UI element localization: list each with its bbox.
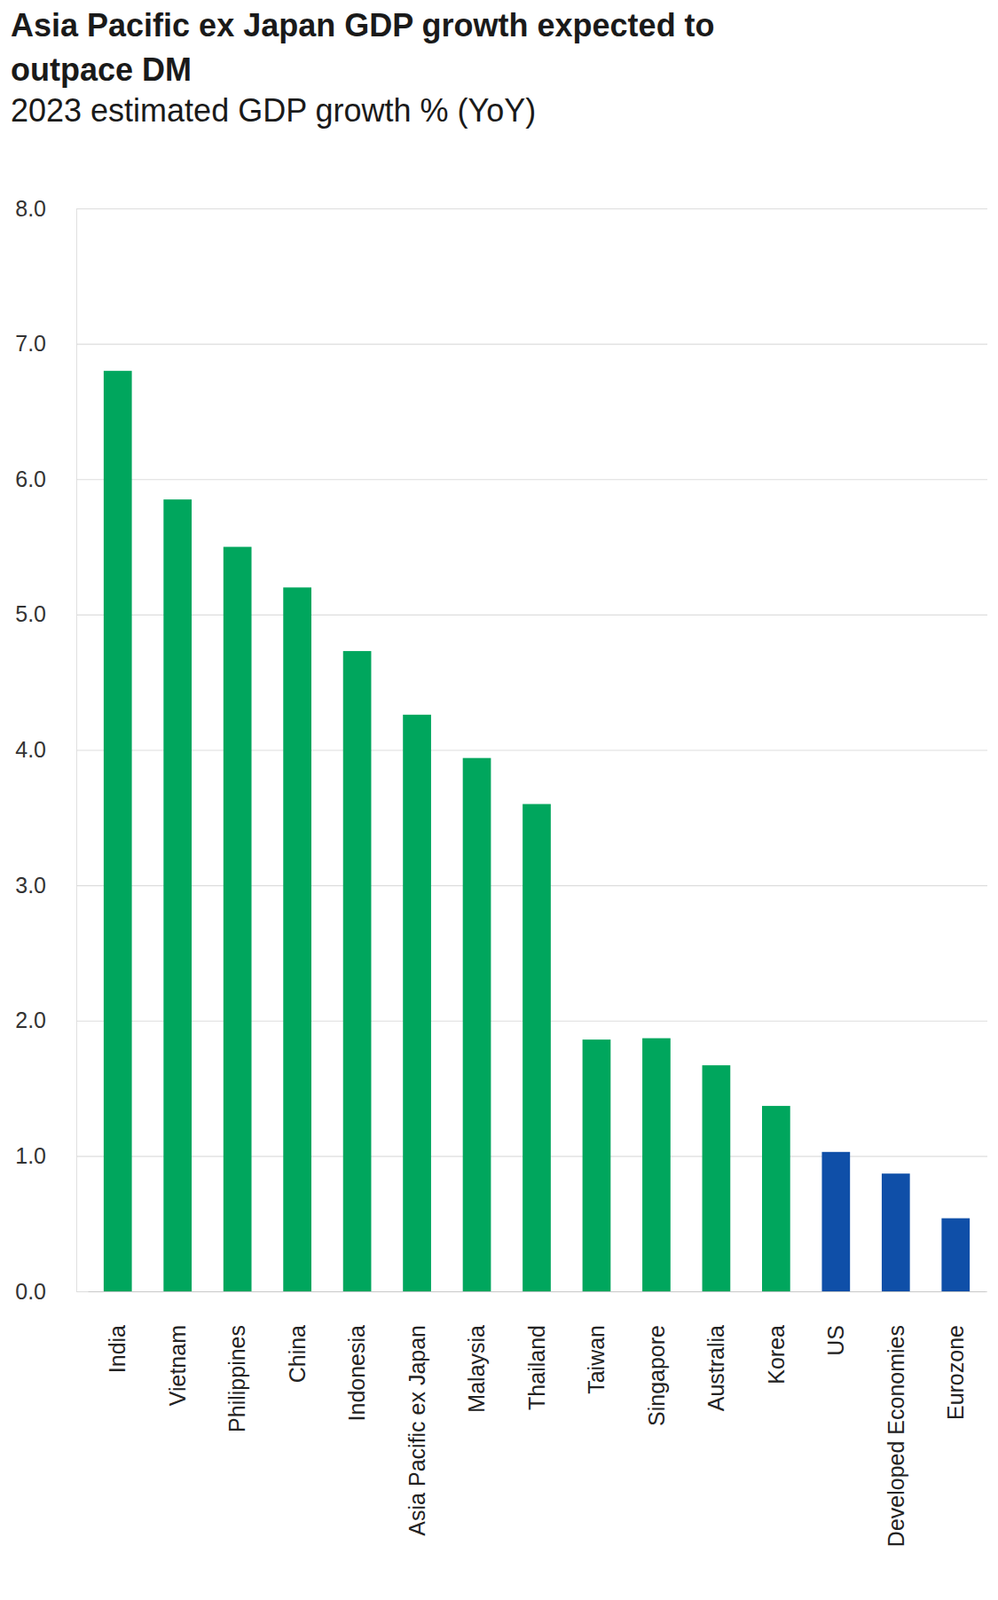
y-tick-label: 7.0 bbox=[15, 330, 47, 356]
grid-line bbox=[76, 1291, 988, 1293]
x-tick: India bbox=[104, 1325, 130, 1374]
bar bbox=[282, 587, 312, 1292]
y-tick: 3.0 bbox=[15, 872, 988, 898]
x-tick: Vietnam bbox=[165, 1325, 190, 1407]
y-tick: 2.0 bbox=[15, 1007, 988, 1033]
x-tick: Eurozone bbox=[942, 1325, 968, 1421]
x-tick-label: Vietnam bbox=[165, 1325, 190, 1407]
bar bbox=[941, 1218, 970, 1292]
x-tick-label: Australia bbox=[703, 1325, 729, 1412]
bar bbox=[103, 370, 133, 1292]
bar bbox=[881, 1173, 911, 1292]
x-tick: Taiwan bbox=[583, 1325, 609, 1395]
y-tick-label: 5.0 bbox=[15, 601, 47, 627]
bar bbox=[223, 547, 252, 1292]
x-tick: Philippines bbox=[224, 1325, 250, 1433]
y-tick-label: 2.0 bbox=[15, 1007, 47, 1033]
x-tick: Singapore bbox=[644, 1325, 669, 1427]
y-tick: 6.0 bbox=[15, 466, 988, 492]
x-tick: Malaysia bbox=[463, 1325, 489, 1414]
bar bbox=[702, 1065, 731, 1292]
y-tick: 8.0 bbox=[15, 196, 988, 221]
x-tick: Australia bbox=[703, 1325, 729, 1412]
x-tick: China bbox=[284, 1325, 310, 1384]
x-tick: Indonesia bbox=[344, 1325, 370, 1423]
bar bbox=[163, 499, 192, 1292]
y-tick-label: 3.0 bbox=[15, 872, 47, 898]
grid-line bbox=[76, 749, 988, 751]
x-tick-label: Philippines bbox=[224, 1325, 250, 1433]
x-tick-label: Singapore bbox=[644, 1325, 669, 1427]
x-tick-label: Asia Pacific ex Japan bbox=[404, 1325, 430, 1537]
y-tick-label: 0.0 bbox=[15, 1279, 47, 1305]
bar bbox=[402, 715, 432, 1292]
grid-line bbox=[76, 208, 988, 210]
x-tick-label: China bbox=[284, 1325, 310, 1384]
bar bbox=[463, 758, 492, 1292]
x-axis-line bbox=[88, 1291, 987, 1293]
bar bbox=[642, 1038, 671, 1292]
y-axis-line bbox=[77, 209, 989, 1293]
grid-line bbox=[76, 479, 988, 480]
x-tick-label: Korea bbox=[763, 1325, 789, 1385]
chart: 0.0 1.0 2.0 3.0 4.0 5.0 6.0 7.0 8.0 India Vietnam P… bbox=[0, 0, 998, 1600]
x-tick-label: Malaysia bbox=[463, 1325, 489, 1414]
x-tick-label: US bbox=[823, 1325, 849, 1357]
y-tick-label: 1.0 bbox=[15, 1143, 47, 1169]
x-tick: Korea bbox=[763, 1325, 789, 1385]
y-axis: 0.0 1.0 2.0 3.0 4.0 5.0 6.0 7.0 8.0 bbox=[15, 196, 988, 1305]
x-tick: US bbox=[823, 1325, 849, 1357]
subtitle: 2023 estimated GDP growth % (YoY) bbox=[10, 92, 536, 130]
x-tick-label: Indonesia bbox=[344, 1325, 370, 1423]
x-tick-label: Eurozone bbox=[942, 1325, 968, 1421]
bar bbox=[762, 1106, 791, 1292]
y-tick-label: 8.0 bbox=[15, 196, 47, 221]
x-tick-label: Taiwan bbox=[583, 1325, 609, 1395]
x-axis: India Vietnam Philippines China Indonesia Asi… bbox=[88, 1292, 987, 1549]
x-tick: Developed Economies bbox=[883, 1325, 909, 1548]
y-tick: 5.0 bbox=[15, 601, 988, 627]
plot: 0.0 1.0 2.0 3.0 4.0 5.0 6.0 7.0 8.0 India Vietnam P… bbox=[15, 196, 988, 1549]
bar bbox=[522, 804, 551, 1292]
x-tick-label: India bbox=[104, 1325, 130, 1374]
x-tick: Thailand bbox=[524, 1325, 550, 1411]
bar bbox=[343, 651, 372, 1292]
bars bbox=[103, 370, 970, 1292]
x-tick-label: Thailand bbox=[524, 1325, 550, 1411]
bar bbox=[821, 1152, 850, 1292]
x-tick-label: Developed Economies bbox=[883, 1325, 909, 1548]
y-tick-label: 6.0 bbox=[15, 466, 47, 492]
x-tick: Asia Pacific ex Japan bbox=[404, 1325, 430, 1537]
grid-line bbox=[76, 344, 988, 346]
y-tick: 4.0 bbox=[15, 737, 988, 763]
bar bbox=[582, 1039, 612, 1292]
y-tick: 7.0 bbox=[15, 330, 988, 356]
y-tick-label: 4.0 bbox=[15, 737, 47, 763]
title: Asia Pacific ex Japan GDP growth expecte… bbox=[10, 3, 792, 93]
grid-line bbox=[76, 614, 988, 616]
